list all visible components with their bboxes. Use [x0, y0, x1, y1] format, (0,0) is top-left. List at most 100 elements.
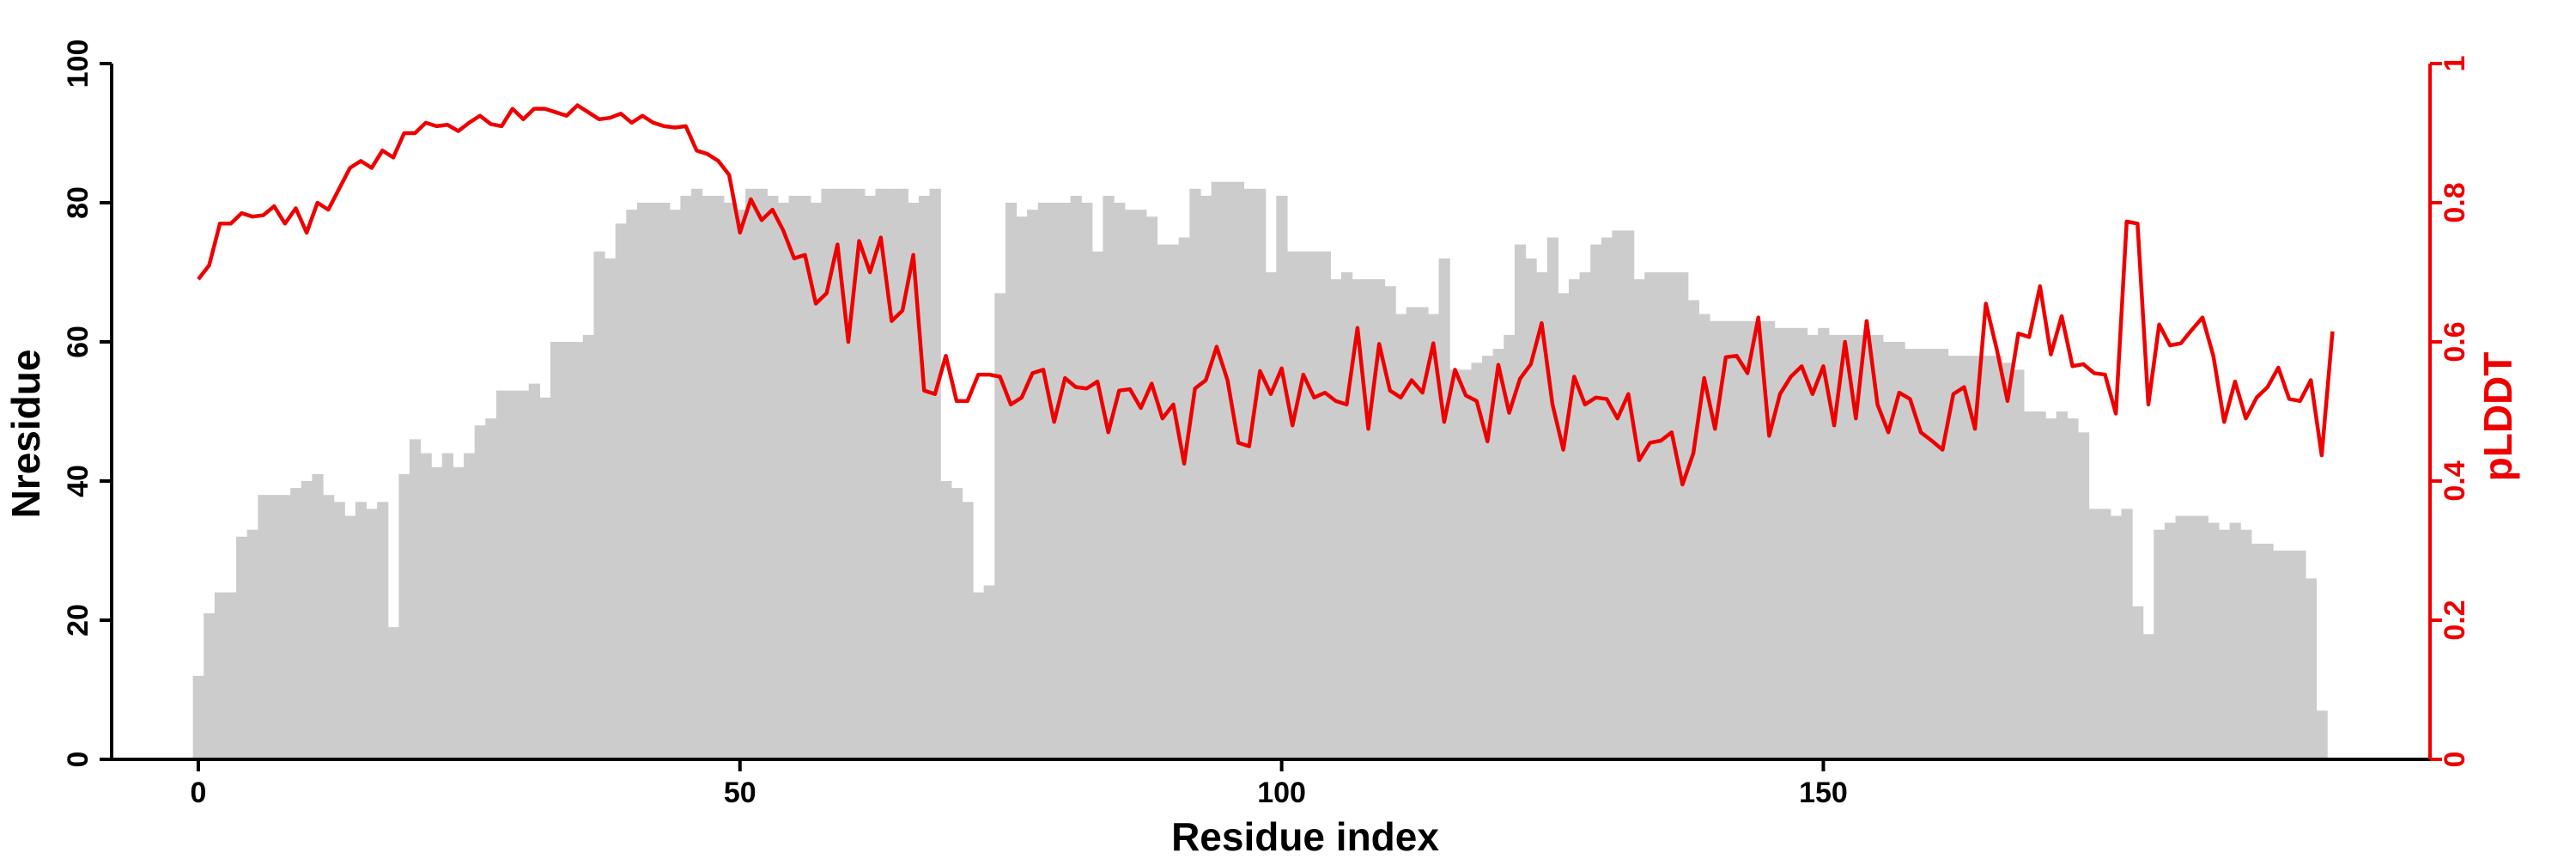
residue-bar: [1482, 356, 1494, 759]
residue-bar: [1947, 356, 1959, 759]
residue-bar: [1731, 320, 1743, 759]
residue-bar: [1406, 307, 1418, 759]
residue-bar: [1774, 327, 1786, 759]
x-axis-label: Residue index: [1171, 814, 1439, 859]
residue-bar: [1612, 230, 1624, 759]
residue-count-bars: [192, 181, 2328, 760]
residue-bar: [745, 188, 757, 760]
residue-bar: [2164, 522, 2177, 759]
residue-bar: [1861, 334, 1873, 759]
residue-bar: [1698, 314, 1710, 760]
residue-bar: [1882, 342, 1895, 759]
residue-bar: [1558, 293, 1570, 759]
residue-bar: [1211, 181, 1223, 759]
residue-bar: [940, 481, 952, 759]
right-tick-label: 0.6: [2439, 321, 2471, 362]
residue-bar: [2316, 710, 2328, 759]
right-tick-label: 0: [2439, 752, 2471, 768]
residue-bar: [1839, 334, 1851, 759]
residue-bar: [1872, 334, 1884, 759]
residue-bar: [495, 390, 508, 759]
residue-bar: [2034, 411, 2046, 759]
residue-bar: [1070, 195, 1082, 759]
residue-bar: [582, 334, 595, 759]
residue-bar: [777, 203, 790, 759]
residue-bar: [1168, 244, 1180, 760]
residue-bar: [1124, 210, 1136, 760]
residue-bar: [1785, 327, 1797, 759]
residue-bar: [539, 397, 551, 759]
residue-bar: [1828, 334, 1840, 759]
residue-bar: [1818, 327, 1830, 759]
residue-bar: [1850, 334, 1862, 759]
residue-bar: [1276, 195, 1288, 759]
residue-bar: [1330, 279, 1342, 760]
residue-bar: [2273, 551, 2285, 759]
residue-bar: [1644, 272, 1656, 759]
residue-bar: [1016, 216, 1028, 759]
residue-bar: [2251, 543, 2263, 759]
residue-bar: [1514, 244, 1527, 760]
residue-bar: [1232, 181, 1245, 759]
residue-bar: [2305, 578, 2318, 759]
residue-bar: [2154, 529, 2166, 759]
left-tick-label: 0: [62, 752, 94, 768]
residue-bar: [788, 195, 800, 759]
residue-bar: [1103, 195, 1115, 759]
residue-bar: [832, 188, 844, 760]
residue-bar: [973, 592, 985, 759]
residue-bar: [1363, 279, 1375, 760]
residue-bar: [659, 203, 671, 759]
residue-bar: [1255, 188, 1267, 760]
residue-bar: [962, 502, 974, 759]
residue-bar: [377, 502, 389, 759]
residue-bar: [691, 188, 703, 760]
residue-bar: [453, 466, 465, 759]
residue-bar: [214, 592, 227, 759]
residue-bar: [464, 453, 476, 759]
residue-bar: [1427, 314, 1440, 760]
residue-bar: [2283, 551, 2295, 759]
residue-bar: [561, 342, 573, 759]
residue-bar: [268, 495, 281, 759]
residue-bar: [2218, 529, 2231, 759]
residue-bar: [431, 466, 443, 759]
residue-bar: [2196, 515, 2208, 759]
residue-bar: [387, 627, 399, 759]
residue-bar: [1395, 314, 1407, 760]
residue-bar: [1720, 320, 1732, 759]
residue-bar: [441, 453, 454, 759]
residue-bar: [1438, 258, 1450, 759]
residue-bar: [615, 223, 627, 759]
residue-bar: [1222, 181, 1234, 759]
residue-bar: [1145, 216, 1158, 759]
residue-bar: [756, 188, 768, 760]
residue-bar: [258, 495, 270, 759]
residue-bar: [1471, 362, 1483, 759]
residue-bar: [983, 585, 995, 759]
residue-bar: [1546, 237, 1558, 759]
residue-bar: [626, 210, 638, 760]
residue-bar: [1178, 237, 1190, 759]
residue-bar: [1081, 203, 1093, 759]
residue-bar: [1677, 272, 1689, 759]
residue-bar: [1319, 251, 1331, 759]
residue-bar: [2002, 362, 2014, 759]
residue-bar: [918, 195, 931, 759]
residue-bar: [1687, 300, 1699, 759]
residue-bar: [550, 342, 562, 759]
residue-bar: [896, 188, 908, 760]
residue-bar: [246, 529, 258, 759]
residue-bar: [1417, 307, 1429, 759]
residue-bar: [605, 258, 617, 759]
residue-bar: [1633, 279, 1645, 760]
residue-bar: [1048, 203, 1060, 759]
residue-bar: [2262, 543, 2274, 759]
residue-bar: [1200, 195, 1212, 759]
residue-bar: [1590, 244, 1602, 760]
residue-bar: [1309, 251, 1321, 759]
residue-bar: [1741, 320, 1754, 759]
residue-bar: [1091, 251, 1104, 759]
residue-bar: [1297, 251, 1309, 759]
residue-bar: [1027, 210, 1039, 760]
